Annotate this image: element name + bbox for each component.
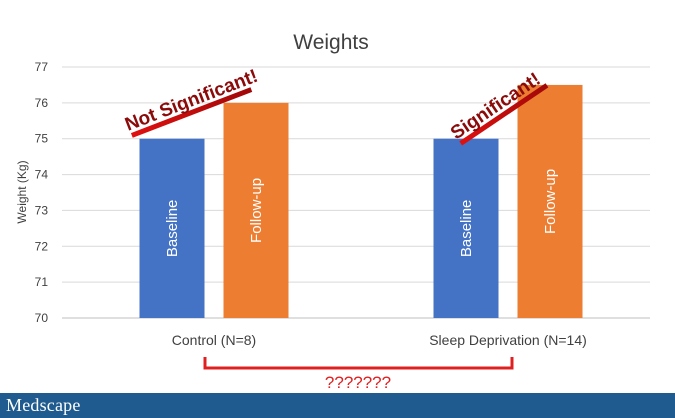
y-tick-label: 75 [35, 132, 49, 146]
bracket-question-text: ??????? [325, 373, 391, 392]
category-label: Control (N=8) [172, 332, 256, 348]
y-tick-label: 70 [35, 311, 49, 325]
y-tick-label: 72 [35, 239, 49, 253]
weights-chart: Weights Weight (Kg) 70 71 72 73 74 75 76 77 Bas… [15, 31, 650, 392]
annotation-significant-underline [459, 83, 549, 146]
category-label: Sleep Deprivation (N=14) [429, 332, 587, 348]
bar-baseline [433, 138, 499, 318]
bar-label-baseline: Baseline [164, 200, 181, 258]
chart-title: Weights [293, 31, 368, 54]
footer-bar: Medscape [0, 393, 675, 418]
y-tick-label: 74 [35, 168, 49, 182]
y-tick-label: 76 [35, 96, 49, 110]
y-axis-label: Weight (Kg) [15, 160, 29, 223]
bar-label-baseline: Baseline [458, 200, 475, 258]
y-tick-labels: 70 71 72 73 74 75 76 77 [35, 60, 49, 325]
bars: Baseline Follow-up Baseline Follow-up [139, 84, 583, 318]
bar-label-follow-up: Follow-up [542, 169, 559, 234]
medscape-logo: Medscape [6, 395, 81, 415]
y-tick-label: 73 [35, 203, 49, 217]
annotation-not-significant-underline [130, 87, 253, 138]
bar-follow-up [517, 84, 583, 318]
bar-follow-up [223, 102, 289, 318]
bar-baseline [139, 138, 205, 318]
y-tick-label: 71 [35, 275, 49, 289]
category-labels: Control (N=8) Sleep Deprivation (N=14) [172, 332, 587, 348]
y-tick-label: 77 [35, 60, 49, 74]
comparison-bracket [203, 357, 514, 370]
bar-label-follow-up: Follow-up [248, 178, 265, 243]
